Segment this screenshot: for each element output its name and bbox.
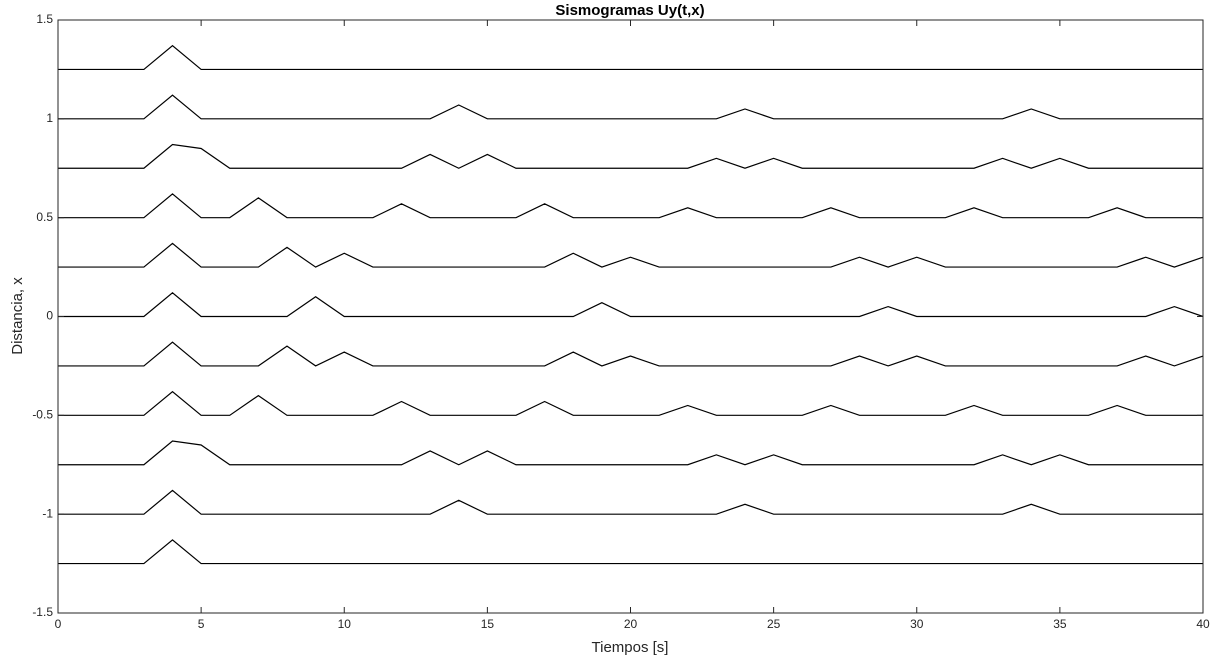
x-tick-label: 15 (481, 617, 495, 631)
trace-line (58, 193, 1203, 219)
y-tick-label: 0 (46, 309, 53, 323)
y-axis-label: Distancia, x (9, 277, 26, 355)
x-tick-label: 5 (198, 617, 205, 631)
y-tick-label: -1 (42, 506, 53, 520)
trace-line (58, 94, 1203, 120)
y-tick-label: 1 (46, 111, 53, 125)
trace-line (58, 292, 1204, 318)
trace-line (58, 440, 1203, 466)
trace-line (58, 489, 1203, 515)
x-tick-label: 35 (1053, 617, 1067, 631)
y-tick-label: 0.5 (36, 210, 53, 224)
y-tick-label: -1.5 (32, 605, 53, 619)
trace-line (58, 390, 1203, 416)
chart-title: Sismogramas Uy(t,x) (555, 2, 704, 19)
x-tick-label: 40 (1196, 617, 1210, 631)
y-tick-label: -0.5 (32, 408, 53, 422)
trace-line (58, 242, 1204, 268)
y-tick-label: 1.5 (36, 12, 53, 26)
x-tick-label: 0 (55, 617, 62, 631)
trace-line (58, 341, 1204, 367)
x-axis-label: Tiempos [s] (592, 639, 669, 656)
x-tick-label: 10 (338, 617, 352, 631)
trace-line (58, 143, 1203, 169)
trace-line (58, 539, 1203, 565)
trace-line (58, 44, 1203, 71)
x-tick-label: 30 (910, 617, 924, 631)
x-tick-label: 20 (624, 617, 638, 631)
x-tick-label: 25 (767, 617, 781, 631)
